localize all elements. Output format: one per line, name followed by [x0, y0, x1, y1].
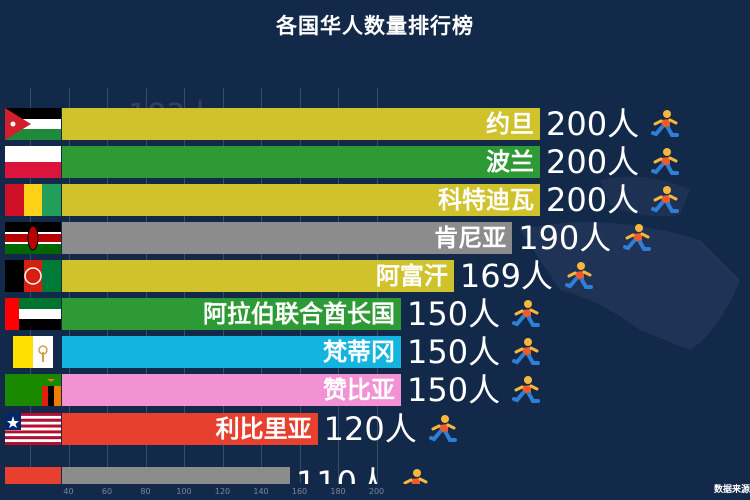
bar-row: 阿拉伯联合酋长国 150人	[0, 295, 750, 333]
bar: 约旦	[62, 108, 540, 140]
bar-category-label: 波兰	[486, 148, 534, 176]
bar-value-label: 200人	[546, 105, 640, 143]
x-tick-label: 40	[63, 487, 74, 496]
bar: 科特迪瓦	[62, 184, 540, 216]
bar-value-label: 120人	[323, 410, 417, 448]
vatican-flag	[13, 336, 53, 368]
bar-row: 利比里亚 120人	[0, 410, 750, 448]
x-tick-label: 80	[140, 487, 151, 496]
bar: 赞比亚	[62, 374, 402, 406]
zambia-flag	[5, 374, 61, 406]
bar: 肯尼亚	[62, 222, 513, 254]
bar-value-label: 150人	[407, 333, 501, 371]
bar-category-label: 阿拉伯联合酋长国	[203, 300, 396, 328]
uae-flag	[5, 298, 61, 330]
runner-icon	[622, 222, 652, 254]
bar: 阿拉伯联合酋长国	[62, 298, 402, 330]
bar-value-label: 150人	[407, 371, 501, 409]
bar-row: 110人	[0, 464, 750, 484]
runner-icon	[650, 108, 680, 140]
bar-row: 肯尼亚 190人	[0, 219, 750, 257]
x-tick-label: 140	[253, 487, 269, 496]
bar-row: 波兰 200人	[0, 143, 750, 181]
runner-icon	[511, 298, 541, 330]
bar	[62, 467, 290, 484]
bar: 梵蒂冈	[62, 336, 402, 368]
bar-category-label: 阿富汗	[375, 262, 448, 290]
runner-icon	[400, 467, 430, 484]
bar: 波兰	[62, 146, 540, 178]
x-tick-label: 100	[176, 487, 192, 496]
poland-flag	[5, 146, 61, 178]
runner-icon	[511, 336, 541, 368]
bar-category-label: 梵蒂冈	[323, 338, 396, 366]
x-tick-label: 180	[330, 487, 346, 496]
bar-row: 梵蒂冈 150人	[0, 333, 750, 371]
x-tick-label: 200	[368, 487, 385, 496]
bar-row: 赞比亚 150人	[0, 371, 750, 409]
kenya-flag	[5, 222, 61, 254]
runner-icon	[650, 146, 680, 178]
runner-icon	[428, 413, 458, 445]
bar-value-label: 150人	[407, 295, 501, 333]
jordan-flag	[5, 108, 61, 140]
bar-category-label: 赞比亚	[323, 376, 396, 404]
chart-title: 各国华人数量排行榜	[276, 14, 474, 38]
red-flag	[5, 467, 61, 484]
bar-value-label: 169人	[459, 257, 553, 295]
bar-value-label: 110人	[295, 464, 389, 484]
x-tick-label: 60	[101, 487, 113, 496]
liberia-flag	[5, 413, 61, 445]
bar-category-label: 肯尼亚	[434, 224, 507, 252]
bar: 利比里亚	[62, 413, 318, 445]
bar-value-label: 200人	[546, 181, 640, 219]
data-source-label: 数据来源	[713, 485, 750, 495]
bars-area: 约旦 200人 波兰 200人 科特迪瓦 200人 肯尼亚 190人 阿富汗 169人 阿拉伯联合酋…	[0, 105, 750, 484]
bar-row: 约旦 200人	[0, 105, 750, 143]
afghanistan-flag	[5, 260, 61, 292]
runner-icon	[564, 260, 594, 292]
bar-category-label: 约旦	[486, 110, 534, 138]
bar-category-label: 科特迪瓦	[438, 186, 534, 214]
x-tick-label: 120	[214, 487, 231, 496]
bar-value-label: 190人	[518, 219, 612, 257]
x-tick-label: 160	[291, 487, 308, 496]
bar-row: 科特迪瓦 200人	[0, 181, 750, 219]
bar: 阿富汗	[62, 260, 454, 292]
bar-category-label: 利比里亚	[215, 415, 312, 443]
runner-icon	[650, 184, 680, 216]
runner-icon	[511, 374, 541, 406]
guinea-flag	[5, 184, 61, 216]
bar-value-label: 200人	[546, 143, 640, 181]
bar-row: 阿富汗 169人	[0, 257, 750, 295]
